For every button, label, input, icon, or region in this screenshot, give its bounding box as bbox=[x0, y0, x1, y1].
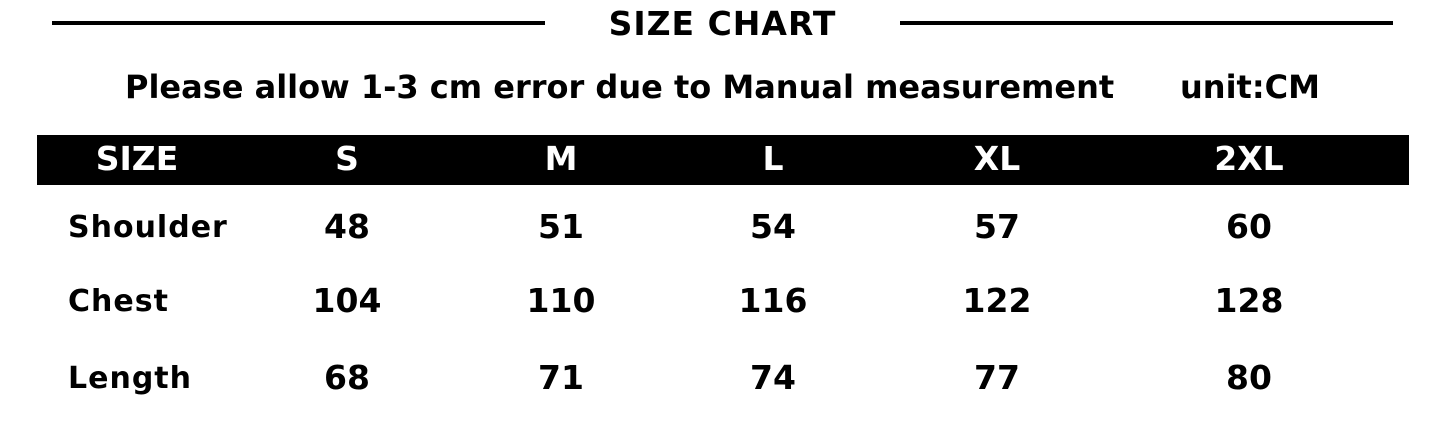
row-label: Chest bbox=[68, 284, 169, 319]
table-cell: 110 bbox=[526, 281, 596, 320]
table-cell: 60 bbox=[1226, 207, 1272, 246]
table-cell: 77 bbox=[974, 358, 1020, 397]
header-cell: SIZE bbox=[95, 139, 179, 178]
table-cell: 68 bbox=[324, 358, 370, 397]
title-rule-right bbox=[900, 21, 1393, 25]
table-cell: 71 bbox=[538, 358, 584, 397]
row-label: Length bbox=[68, 361, 192, 396]
table-cell: 116 bbox=[738, 281, 808, 320]
table-cell: 104 bbox=[312, 281, 382, 320]
page-title: SIZE CHART bbox=[608, 4, 837, 43]
table-cell: 54 bbox=[750, 207, 796, 246]
header-cell: 2XL bbox=[1214, 139, 1284, 178]
unit-label: unit:CM bbox=[1180, 68, 1320, 106]
table-cell: 57 bbox=[974, 207, 1020, 246]
measurement-note: Please allow 1-3 cm error due to Manual … bbox=[125, 68, 1115, 106]
table-cell: 74 bbox=[750, 358, 796, 397]
header-cell: XL bbox=[973, 139, 1021, 178]
table-cell: 51 bbox=[538, 207, 584, 246]
header-cell: L bbox=[762, 139, 784, 178]
title-rule-left bbox=[52, 21, 545, 25]
row-label: Shoulder bbox=[68, 210, 228, 245]
table-cell: 122 bbox=[962, 281, 1032, 320]
table-cell: 48 bbox=[324, 207, 370, 246]
table-cell: 80 bbox=[1226, 358, 1272, 397]
table-cell: 128 bbox=[1214, 281, 1284, 320]
table-header-bar bbox=[37, 135, 1409, 185]
header-cell: S bbox=[335, 139, 359, 178]
header-cell: M bbox=[544, 139, 578, 178]
